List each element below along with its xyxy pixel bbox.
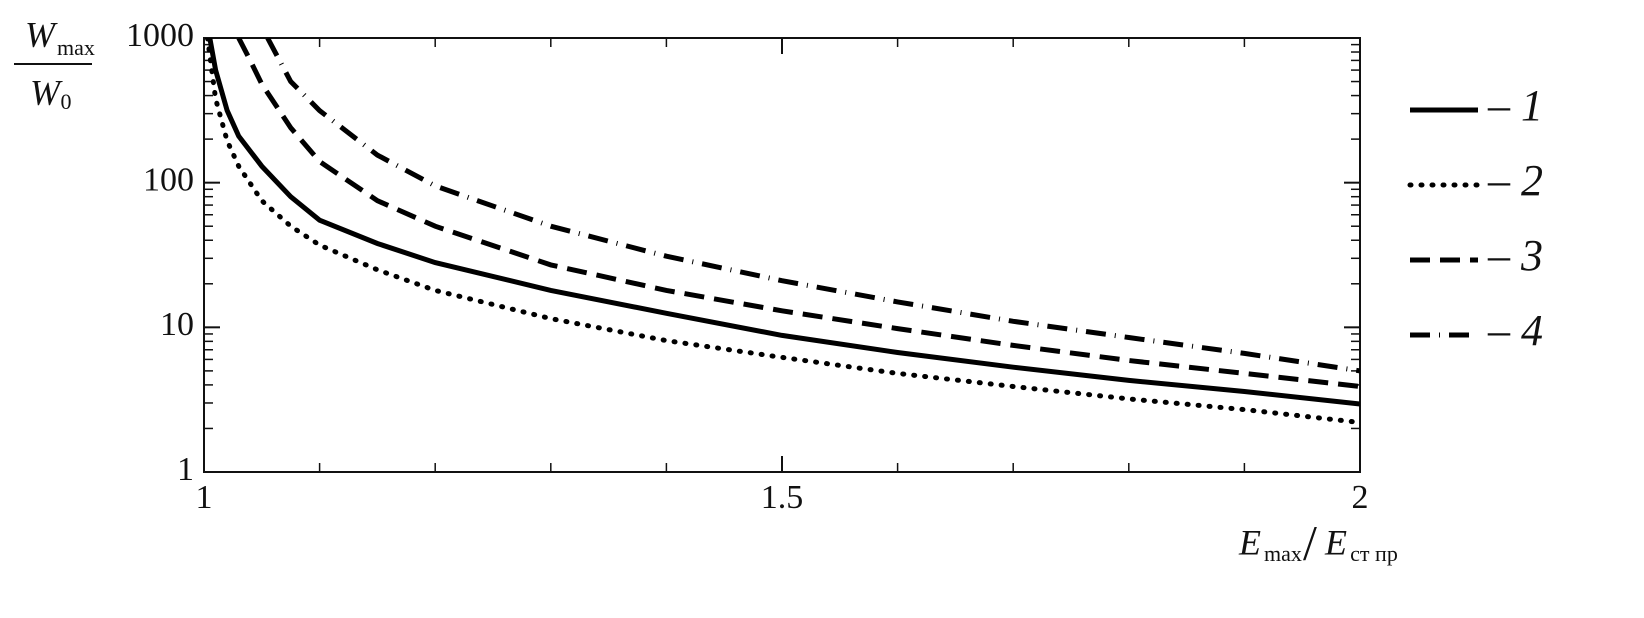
y-tick-label: 1 [177,451,194,488]
y-tick-label: 1000 [126,17,194,54]
y-label-sub: 0 [61,89,72,114]
y-tick-label: 10 [160,306,194,343]
x-tick-label: 1.5 [761,479,804,516]
y-label-main: W [30,72,63,112]
y-label-main: W [25,14,58,54]
x-tick-label: 2 [1352,479,1369,516]
curve [236,38,1360,389]
x-label-sub: max [1264,541,1302,566]
x-axis-label: E max / E ст пр [1238,514,1398,570]
x-label-main: E [1324,522,1347,562]
x-label-main: E [1238,522,1261,562]
y-axis-label: W max W 0 [14,14,95,114]
y-tick-label: 100 [143,161,194,198]
curve [207,38,1360,407]
x-label-sub: ст пр [1350,541,1398,566]
x-label-separator: / [1303,514,1317,570]
x-tick-label: 1 [196,479,213,516]
curve [205,38,1360,425]
legend-label: – 1 [1487,81,1543,130]
legend-label: – 4 [1487,306,1543,355]
y-label-sub: max [57,35,95,60]
plot-frame [203,37,1361,473]
legend-label: – 3 [1487,231,1543,280]
legend-label: – 2 [1487,156,1543,205]
curve [265,38,1360,374]
